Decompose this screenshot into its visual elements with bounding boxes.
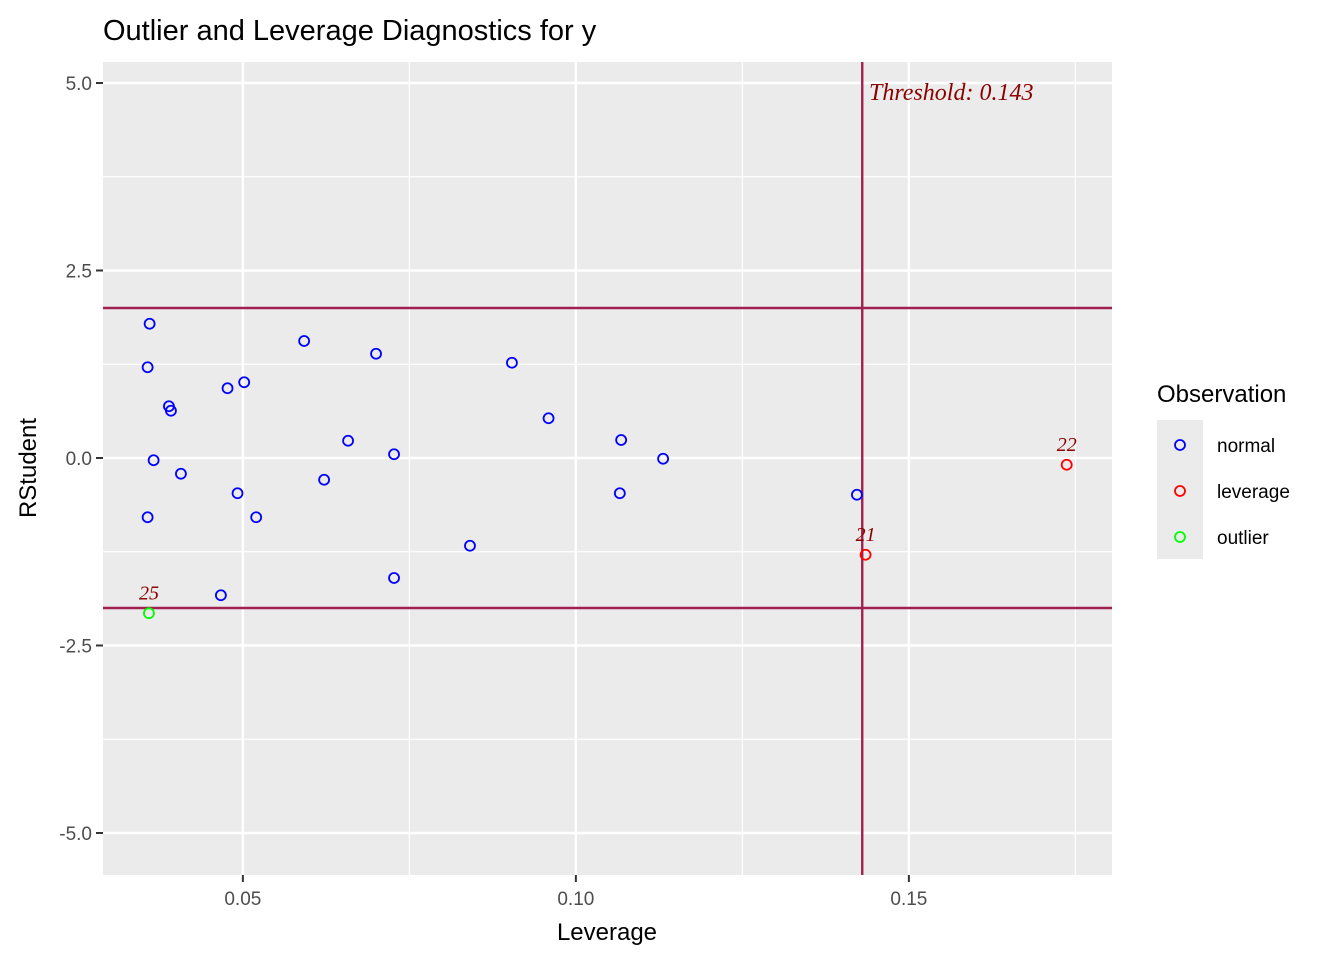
data-point-normal	[388, 448, 400, 461]
data-point-normal	[851, 488, 863, 501]
data-point-normal	[221, 382, 234, 395]
data-point-normal	[238, 376, 251, 389]
legend-label-outlier: outlier	[1217, 528, 1269, 549]
legend-key-outlier	[1174, 531, 1186, 543]
data-point-normal	[615, 434, 628, 446]
gridlines	[103, 62, 1112, 875]
point-label: 25	[139, 582, 159, 604]
threshold-label: Threshold: 0.143	[869, 80, 1033, 106]
data-point-normal	[318, 473, 331, 486]
data-point-normal	[141, 361, 154, 374]
data-point-normal	[370, 347, 382, 360]
data-point-leverage	[1060, 458, 1073, 471]
data-point-normal	[143, 317, 156, 330]
data-point-normal	[388, 572, 400, 584]
data-point-normal	[175, 467, 187, 480]
legend-key-normal	[1174, 439, 1186, 451]
data-points: 25 21 22	[139, 317, 1077, 620]
data-point-normal	[231, 487, 244, 500]
data-point-normal	[542, 412, 555, 425]
data-point-normal	[298, 335, 311, 347]
y-tick-label: 2.5	[66, 262, 92, 283]
data-point-normal	[214, 589, 227, 602]
legend-key-background	[1157, 420, 1203, 559]
legend-title: Observation	[1157, 381, 1286, 408]
x-axis-label: Leverage	[557, 919, 657, 946]
data-point-normal	[464, 539, 476, 552]
point-label: 22	[1057, 434, 1077, 456]
chart-title: Outlier and Leverage Diagnostics for y	[103, 15, 597, 47]
y-tick-label: 5.0	[66, 74, 92, 95]
plot-panel	[103, 62, 1112, 875]
data-point-normal	[342, 434, 354, 447]
data-point-normal	[147, 454, 160, 467]
y-axis-label: RStudent	[15, 418, 42, 518]
data-point-outlier	[143, 607, 155, 620]
x-tick-label: 0.15	[890, 889, 927, 910]
data-point-leverage	[859, 548, 872, 561]
data-point-normal	[165, 404, 177, 417]
x-tick-label: 0.05	[224, 889, 261, 910]
y-tick-label: 0.0	[66, 449, 92, 470]
legend-label-normal: normal	[1217, 436, 1275, 457]
legend-label-leverage: leverage	[1217, 482, 1290, 503]
y-tick-label: -2.5	[59, 637, 92, 658]
x-tick-label: 0.10	[557, 889, 594, 910]
reference-lines	[103, 62, 1112, 875]
data-point-normal	[250, 511, 263, 524]
point-label: 21	[856, 524, 876, 546]
legend: Observation normal leverage outlier	[1157, 381, 1290, 559]
y-tick-label: -5.0	[59, 824, 92, 845]
axes: 0.05 0.10 0.15 5.0 2.5 0.0 -2.5 -5.0	[59, 74, 927, 910]
legend-key-leverage	[1174, 485, 1186, 497]
data-point-normal	[657, 452, 670, 465]
data-point-normal	[141, 511, 154, 524]
data-point-normal	[613, 487, 626, 500]
data-point-normal	[506, 356, 518, 369]
